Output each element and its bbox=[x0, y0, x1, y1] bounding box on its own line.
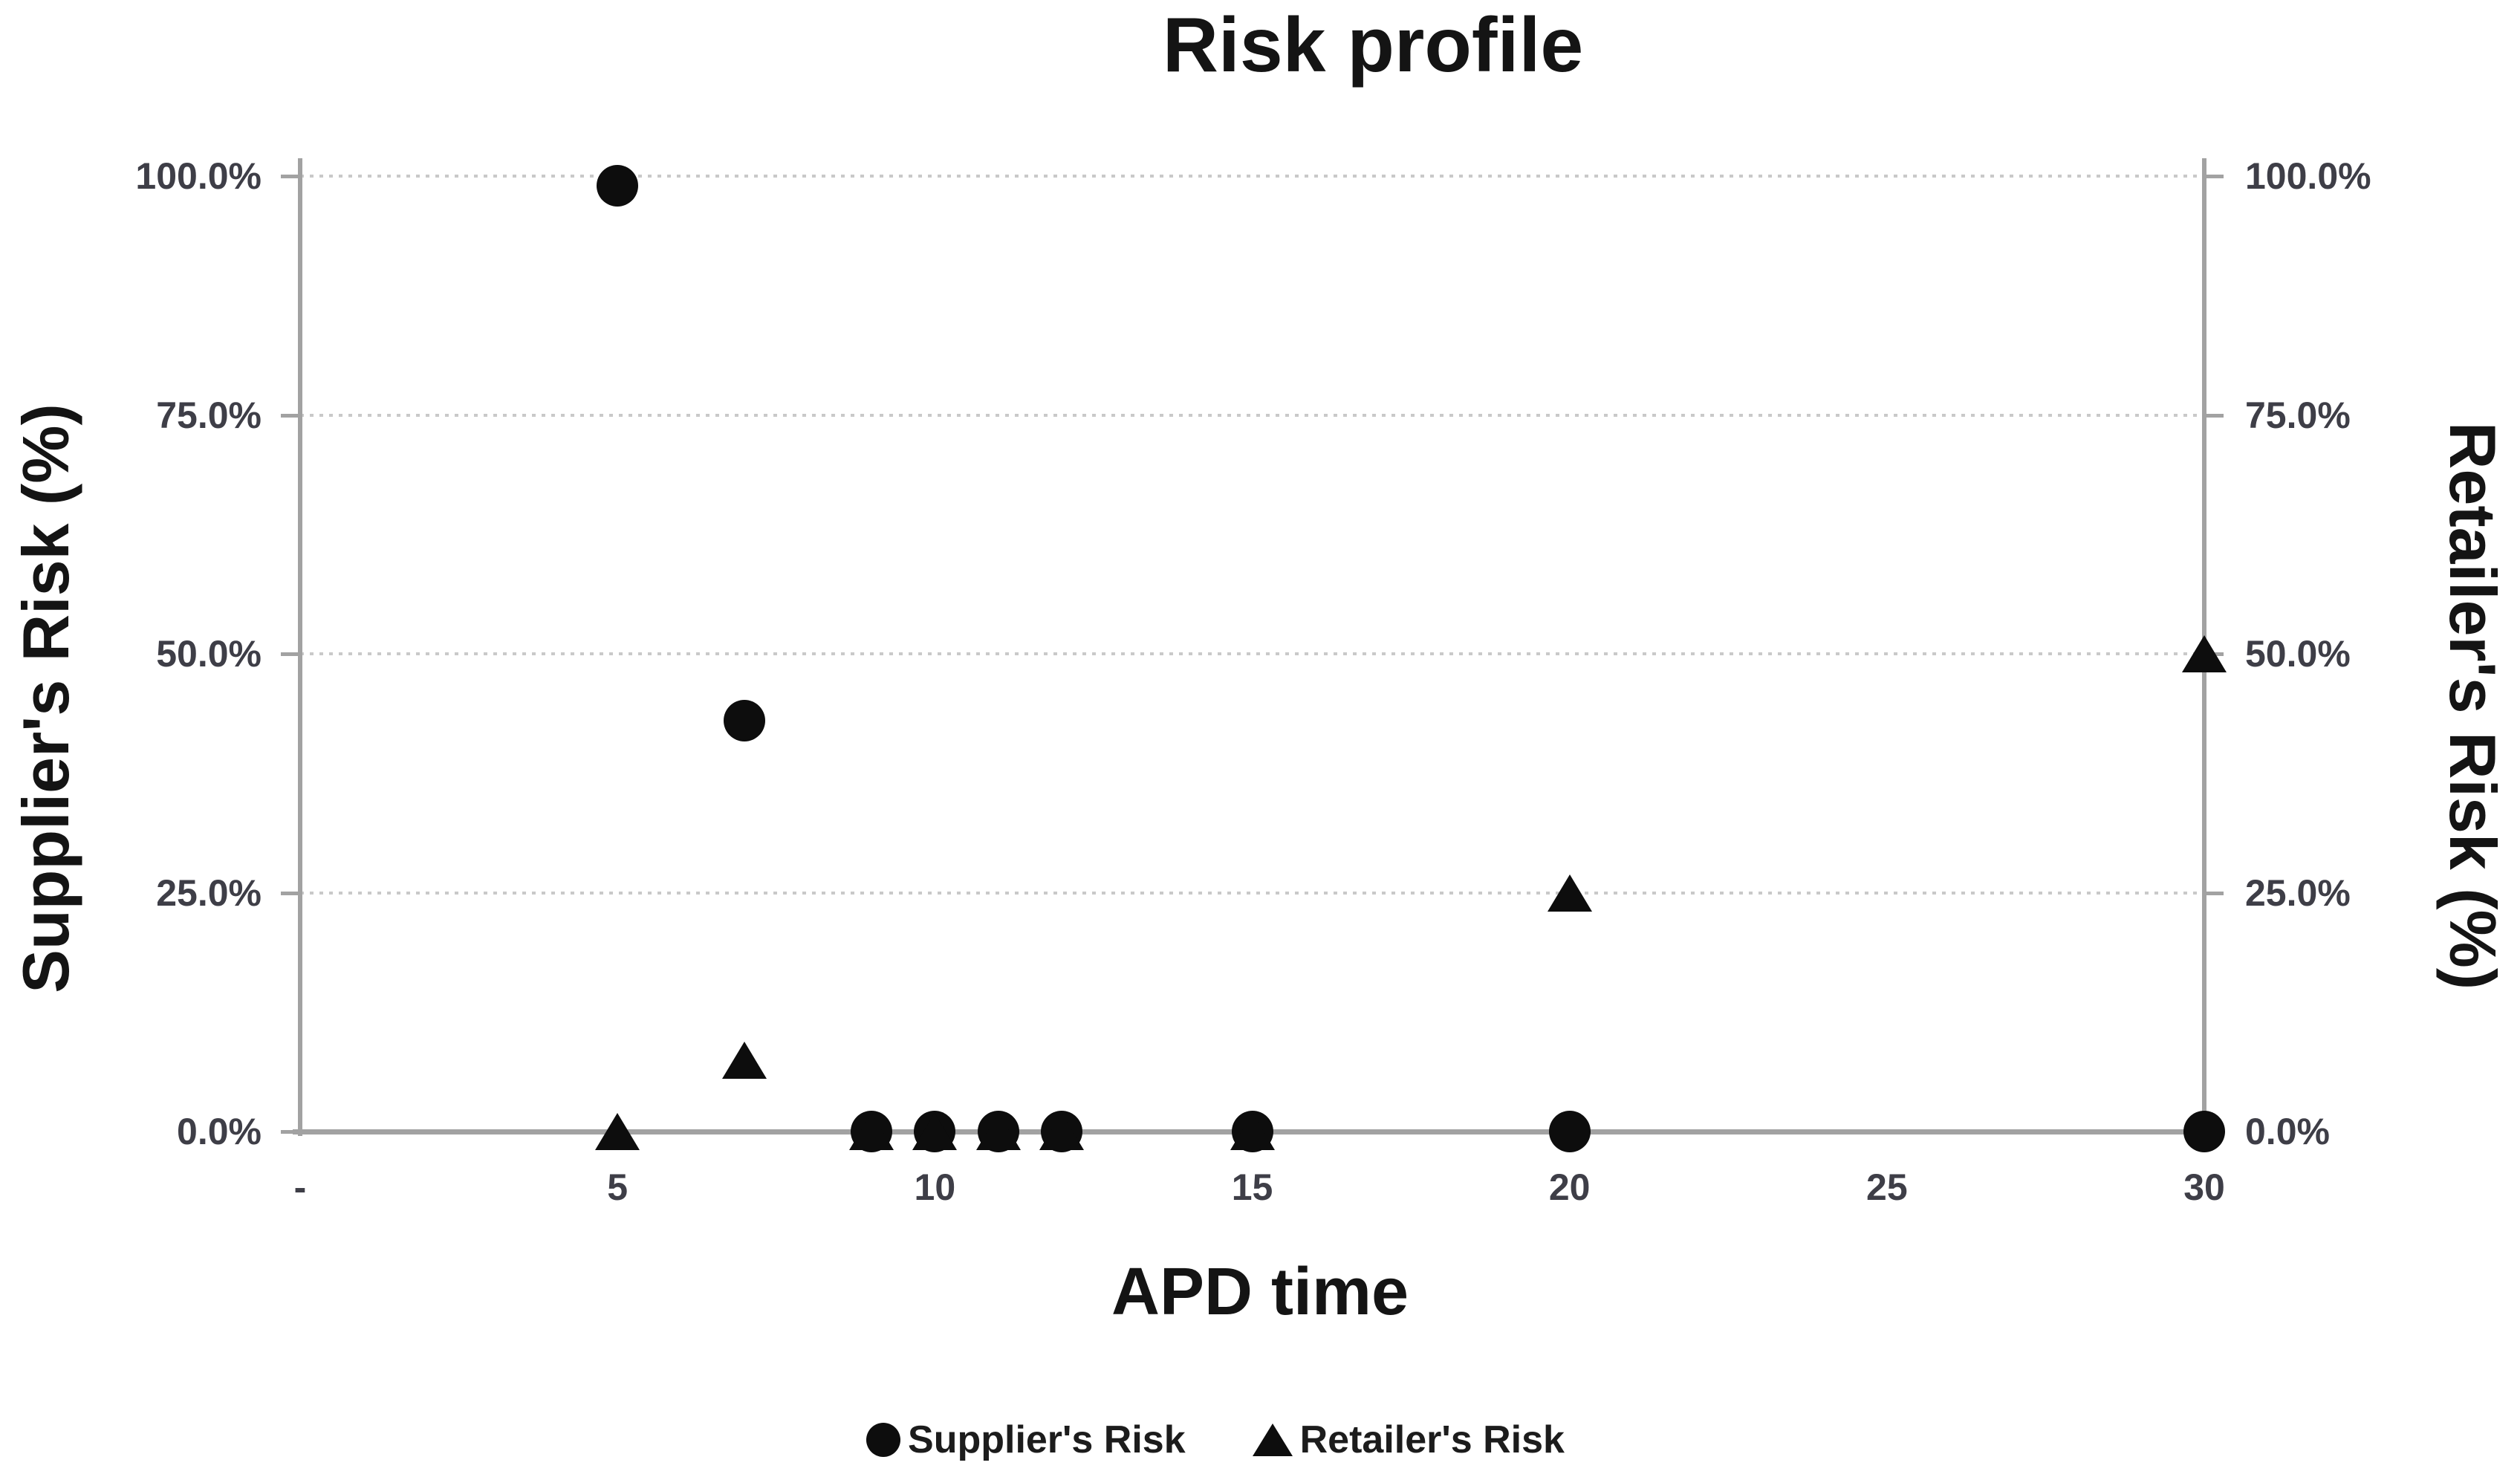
y-axis-tick-label-left-50: 50.0% bbox=[156, 633, 262, 675]
y-tick-left-75 bbox=[281, 413, 300, 418]
y-tick-left-25 bbox=[281, 891, 300, 895]
y-tick-left-50 bbox=[281, 652, 300, 656]
gridline-75 bbox=[300, 413, 2204, 417]
point-retailers-risk-x15 bbox=[1230, 1113, 1275, 1150]
point-suppliers-risk-x20 bbox=[1548, 1111, 1591, 1152]
point-retailers-risk-x30 bbox=[2182, 635, 2227, 672]
y-tick-right-75 bbox=[2204, 413, 2224, 418]
x-axis-title: APD time bbox=[1111, 1255, 1409, 1329]
x-axis-tick-label-30: 30 bbox=[2183, 1166, 2225, 1208]
y-tick-left-0 bbox=[281, 1130, 300, 1134]
point-retailers-risk-x7 bbox=[722, 1041, 767, 1079]
point-retailers-risk-x5 bbox=[595, 1113, 640, 1150]
point-retailers-risk-x12 bbox=[1039, 1113, 1085, 1150]
x-axis-tick-label-10: 10 bbox=[914, 1166, 956, 1208]
y-tick-right-25 bbox=[2204, 891, 2224, 895]
point-suppliers-risk-x7 bbox=[724, 700, 766, 742]
y-tick-left-100 bbox=[281, 175, 300, 178]
point-suppliers-risk-x30 bbox=[2183, 1111, 2225, 1152]
x-axis-tick-label-5: 5 bbox=[607, 1166, 629, 1208]
gridline-100 bbox=[300, 175, 2204, 178]
y-axis-tick-label-right-0: 0.0% bbox=[2245, 1111, 2330, 1152]
circle-marker-icon bbox=[866, 1423, 901, 1457]
y-axis-tick-label-left-75: 75.0% bbox=[156, 394, 262, 436]
y-axis-tick-label-left-25: 25.0% bbox=[156, 871, 262, 914]
legend: Supplier's Risk Retailer's Risk bbox=[0, 1418, 2475, 1462]
triangle-marker-icon bbox=[1252, 1424, 1293, 1456]
legend-item-retailers-risk: Retailer's Risk bbox=[1252, 1418, 1565, 1462]
point-retailers-risk-x11 bbox=[975, 1113, 1021, 1150]
y-axis-tick-label-right-25: 25.0% bbox=[2245, 871, 2351, 914]
y-axis-tick-label-right-50: 50.0% bbox=[2245, 633, 2351, 675]
chart-title: Risk profile bbox=[1162, 2, 1584, 88]
x-axis-tick-label--: - bbox=[293, 1166, 307, 1208]
legend-item-suppliers-risk: Supplier's Risk bbox=[866, 1418, 1186, 1462]
point-retailers-risk-x20 bbox=[1547, 874, 1592, 912]
y-axis-line-left bbox=[298, 158, 302, 1136]
y-axis-tick-label-left-0: 0.0% bbox=[177, 1111, 262, 1152]
y-axis-tick-label-right-100: 100.0% bbox=[2245, 155, 2371, 197]
x-axis-tick-label-15: 15 bbox=[1231, 1166, 1273, 1208]
gridline-25 bbox=[300, 891, 2204, 895]
y-axis-tick-label-left-100: 100.0% bbox=[135, 155, 262, 197]
legend-label-retailers-risk: Retailer's Risk bbox=[1299, 1418, 1565, 1461]
point-retailers-risk-x9 bbox=[848, 1113, 894, 1150]
gridline-50 bbox=[300, 652, 2204, 655]
x-axis-tick-label-20: 20 bbox=[1548, 1166, 1591, 1208]
legend-label-suppliers-risk: Supplier's Risk bbox=[908, 1418, 1186, 1461]
y-tick-right-100 bbox=[2204, 175, 2224, 178]
point-retailers-risk-x10 bbox=[912, 1113, 958, 1150]
point-suppliers-risk-x5 bbox=[597, 164, 639, 207]
y-axis-tick-label-right-75: 75.0% bbox=[2245, 394, 2351, 436]
x-axis-tick-label-25: 25 bbox=[1866, 1166, 1908, 1208]
